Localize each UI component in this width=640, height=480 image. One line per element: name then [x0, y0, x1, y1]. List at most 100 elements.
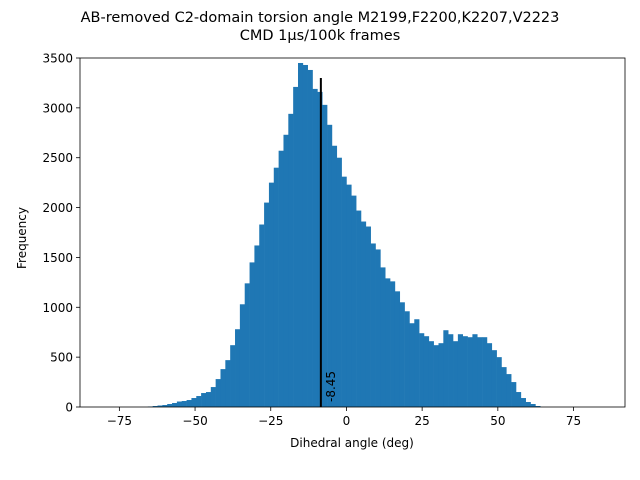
y-tick-label: 2000 — [42, 201, 73, 215]
y-tick-label: 3000 — [42, 101, 73, 115]
histogram-bar — [278, 150, 284, 408]
histogram-bar — [448, 334, 454, 407]
histogram-bar — [409, 323, 415, 407]
histogram-bar — [360, 221, 367, 407]
histogram-bar — [244, 283, 250, 407]
histogram-bar — [249, 262, 255, 407]
histogram-bar — [375, 249, 381, 407]
histogram-bar — [293, 86, 299, 408]
x-tick-label: −75 — [107, 414, 132, 428]
histogram-bar — [356, 210, 362, 407]
y-axis-label: Frequency — [15, 207, 29, 269]
histogram-bar — [404, 311, 410, 407]
histogram-bar — [288, 113, 294, 407]
y-tick-label: 1500 — [42, 251, 73, 265]
x-tick-label: −25 — [258, 414, 283, 428]
x-axis: −75 −50 −25 0 25 50 75 — [107, 407, 581, 428]
mean-marker: -8.45 — [319, 78, 338, 407]
histogram-bar — [423, 336, 430, 407]
histogram-bar — [472, 334, 478, 407]
histogram-bar — [312, 88, 318, 407]
histogram-bar — [433, 345, 439, 407]
histogram-bar — [322, 104, 328, 408]
x-tick-label: 75 — [566, 414, 581, 428]
y-axis: 0 500 1000 1500 2000 2500 3000 3500 — [42, 52, 80, 415]
histogram-bar — [482, 337, 488, 407]
histogram-bar — [162, 405, 168, 407]
y-tick-label: 500 — [50, 351, 73, 365]
histogram-bar — [457, 334, 464, 407]
plot-area-frame — [79, 57, 626, 408]
histogram-bar — [370, 243, 376, 407]
histogram-bar — [201, 393, 207, 407]
x-tick-label: 50 — [490, 414, 505, 428]
histogram-bar — [327, 124, 333, 407]
histogram-bar — [225, 360, 231, 407]
histogram-bar — [380, 267, 386, 407]
histogram-bar — [467, 337, 473, 407]
histogram-bar — [307, 69, 313, 407]
histogram-bar — [331, 145, 338, 407]
histogram-bar — [511, 382, 517, 407]
histogram-bar — [172, 403, 178, 407]
histogram-bar — [254, 245, 260, 407]
histogram-bar — [438, 343, 444, 407]
histogram-bar — [336, 157, 342, 407]
chart-title-line1: AB-removed C2-domain torsion angle M2199… — [81, 10, 560, 26]
histogram-bars — [147, 62, 541, 408]
histogram-bar — [220, 369, 226, 407]
histogram-bar — [181, 401, 187, 407]
histogram-bar — [230, 345, 236, 407]
histogram-bar — [525, 402, 531, 407]
x-axis-label: Dihedral angle (deg) — [290, 436, 414, 450]
y-tick-label: 0 — [65, 401, 73, 415]
histogram-bar — [264, 202, 270, 407]
histogram-bar — [516, 392, 522, 407]
histogram-bar — [302, 64, 308, 407]
histogram-bar — [506, 374, 512, 407]
histogram-bar — [235, 329, 241, 407]
histogram-bar — [273, 167, 279, 407]
histogram-bar — [283, 134, 289, 407]
histogram-bar — [239, 304, 246, 407]
histogram-bar — [259, 224, 265, 407]
histogram-bar — [385, 278, 391, 407]
histogram-bar — [414, 319, 420, 407]
mean-value-label: -8.45 — [324, 371, 338, 402]
histogram-bar — [157, 405, 163, 407]
y-tick-label: 1000 — [42, 301, 73, 315]
histogram-bar — [152, 406, 158, 407]
histogram-bar — [453, 341, 459, 407]
x-tick-label: 25 — [414, 414, 429, 428]
histogram-bar — [462, 336, 468, 407]
histogram-bar — [298, 62, 304, 408]
histogram-bar — [210, 387, 216, 407]
histogram-bar — [501, 367, 507, 407]
histogram-bar — [351, 195, 357, 407]
histogram-bar — [215, 379, 221, 407]
histogram-bar — [191, 398, 197, 407]
histogram-bar — [196, 396, 202, 407]
histogram-bar — [399, 302, 405, 407]
histogram-bar — [390, 281, 396, 407]
histogram-bar — [535, 406, 541, 407]
histogram-bar — [205, 392, 212, 407]
histogram-bar — [477, 337, 483, 407]
histogram-bar — [530, 404, 536, 407]
x-tick-label: −50 — [182, 414, 207, 428]
histogram-bar — [268, 182, 275, 407]
histogram-bar — [346, 184, 352, 407]
y-tick-label: 2500 — [42, 151, 73, 165]
histogram-bar — [496, 357, 502, 407]
histogram-bar — [186, 400, 192, 407]
histogram-bar — [491, 350, 497, 407]
y-tick-label: 3500 — [42, 52, 73, 66]
histogram-bar — [428, 341, 434, 407]
histogram-bar — [486, 343, 493, 407]
histogram-bar — [394, 291, 401, 407]
histogram-bar — [167, 404, 173, 407]
histogram-bar — [443, 330, 449, 407]
histogram-bar — [520, 398, 526, 407]
histogram-bar — [419, 333, 425, 407]
